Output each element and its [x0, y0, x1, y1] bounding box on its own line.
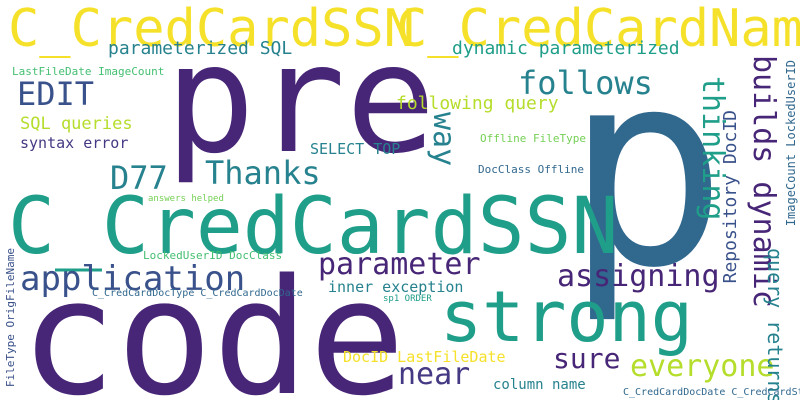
word-ccdocdate-ccstatus: C_CredCardDocDate C_CredCardStatus [623, 387, 800, 398]
word-pre: pre [165, 13, 436, 187]
word-d77: D77 [110, 159, 168, 197]
word-code: code [20, 244, 406, 400]
word-inner-exception: inner exception [328, 278, 464, 296]
word-parameter: parameter [318, 247, 481, 282]
word-builds-dynamic: builds dynamic [746, 55, 781, 308]
word-imagecount-lockeduserid: ImageCount LockedUserID [784, 60, 798, 227]
word-p: p [565, 12, 728, 327]
word-thanks: Thanks [205, 154, 321, 192]
word-answers-helped: answers helped [148, 194, 224, 204]
word-ccdoctype-ccdocdate: C_CredCardDocType C_CredCardDocDate [92, 288, 303, 299]
word-near: near [398, 357, 471, 392]
word-credcardssn-large: C_CredCardSSN [8, 182, 619, 272]
word-sure: sure [553, 342, 621, 375]
word-strong: strong [440, 276, 693, 358]
word-dynamic-parameterized: dynamic parameterized [452, 38, 680, 59]
word-syntax-error: syntax error [20, 134, 129, 152]
word-way: way [426, 112, 461, 167]
word-sp1-order: sp1 ORDER [383, 294, 432, 304]
word-select-top: SELECT TOP [310, 140, 401, 158]
word-parameterized-sql: parameterized SQL [108, 38, 293, 59]
word-assigning: assigning [557, 259, 720, 294]
word-filetype-origfilename: FileType OrigFileName [4, 248, 17, 388]
word-lastfiledate-imagecount: LastFileDate ImageCount [12, 65, 165, 78]
word-sql-queries: SQL queries [20, 114, 133, 134]
word-credcardname: C_CredCardName [396, 0, 800, 59]
word-lockeduserid-docclass: LockedUserID DocClass [143, 249, 283, 262]
word-edit: EDIT [17, 75, 95, 113]
word-offline-filetype: Offline FileType [480, 132, 586, 145]
word-docid-lastfiledate: DocID LastFileDate [343, 348, 506, 366]
word-thinking: thinking [695, 76, 730, 221]
word-following-query: following query [396, 93, 559, 114]
word-follows: follows [518, 64, 653, 102]
word-repository-docid: Repository DocID [720, 110, 741, 284]
word-application: application [20, 259, 246, 299]
word-query-returns: query returns [763, 248, 787, 400]
word-column-name: column name [493, 377, 586, 393]
word-docclass-offline: DocClass Offline [478, 163, 584, 176]
word-credcardssn-top: C_CredCardSSN [8, 0, 415, 59]
word-everyone: everyone [630, 349, 775, 384]
